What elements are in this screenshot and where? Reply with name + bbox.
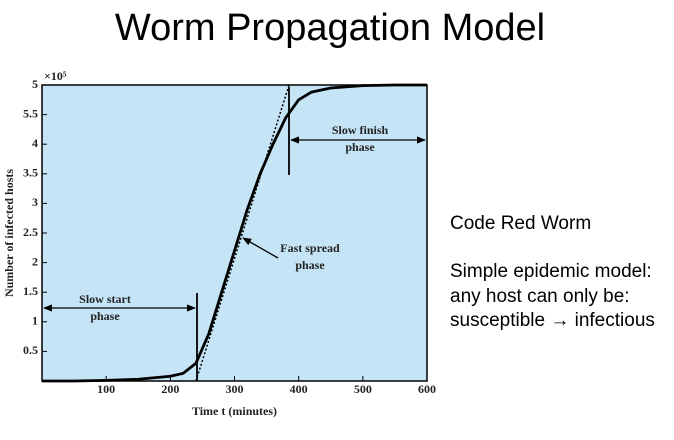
x-tick-label: 500: [354, 382, 372, 396]
y-tick-label: 3.5: [23, 166, 38, 180]
annotation: Slow start: [79, 292, 131, 306]
y-multiplier: ×10⁵: [44, 69, 67, 83]
x-tick-label: 600: [418, 382, 436, 396]
note: Simple epidemic model:: [450, 261, 652, 282]
y-tick-label: 1.5: [23, 284, 38, 298]
plot-area: [42, 85, 427, 381]
note: susceptible → infectious: [450, 310, 655, 331]
x-tick-label: 300: [226, 382, 244, 396]
y-axis-label: Number of infected hosts: [2, 169, 16, 297]
annotation: Fast spread: [280, 241, 340, 255]
y-tick-label: 3: [32, 195, 38, 209]
y-tick-label: 2: [32, 254, 38, 268]
x-tick-label: 200: [161, 382, 179, 396]
x-axis-label: Time t (minutes): [192, 404, 277, 418]
note: any host can only be:: [450, 286, 630, 307]
annotation: Slow finish: [332, 123, 389, 137]
annotation: phase: [295, 258, 325, 272]
data-line: [42, 83, 427, 383]
note: Code Red Worm: [450, 213, 591, 234]
y-tick-label: 5.5: [23, 106, 38, 120]
slide-title: Worm Propagation Model: [115, 7, 545, 49]
y-tick-label: 4: [32, 136, 38, 150]
y-tick-label: 2.5: [23, 225, 38, 239]
plot-frame: [41, 84, 428, 382]
annotation: phase: [90, 309, 120, 323]
annotation: phase: [345, 140, 375, 154]
y-tick-label: 5: [32, 77, 38, 91]
y-tick-label: 1: [32, 314, 38, 328]
x-tick-label: 100: [97, 382, 115, 396]
x-tick-label: 400: [290, 382, 308, 396]
annotation-arrow: [242, 237, 279, 259]
y-tick-label: 0.5: [23, 343, 38, 357]
chart: 0.5 1 1.5 2 2.5 3 3.5 4 5.5 5 100 200 300 400 500 600 ×1…: [2, 69, 436, 418]
